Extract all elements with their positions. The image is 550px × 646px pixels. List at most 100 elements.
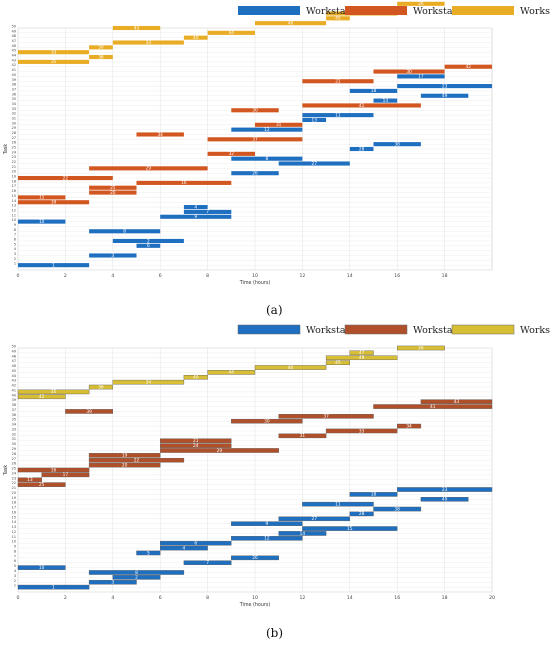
legend-label: Workstation 3 (520, 325, 550, 336)
task-bar (89, 185, 137, 190)
x-tick-label: 14 (347, 595, 353, 601)
y-tick-label: 26 (12, 141, 16, 145)
task-bar (18, 195, 66, 200)
task-bar-label: 6 (194, 541, 197, 547)
legend-label: Workstation 3 (520, 6, 550, 17)
y-tick-label: 39 (12, 398, 16, 402)
task-bar (373, 506, 422, 512)
task-bar (349, 350, 374, 356)
task-bar-label: 49 (442, 93, 448, 99)
task-bar (349, 88, 398, 93)
task-bar-label: 40 (193, 35, 199, 41)
task-bar-label: 1 (52, 262, 55, 268)
y-tick-label: 31 (12, 116, 16, 120)
task-bar (17, 482, 66, 487)
task-bar-label: 16 (181, 180, 187, 186)
x-tick-label: 6 (159, 595, 162, 601)
y-tick-label: 29 (12, 126, 16, 130)
x-tick-label: 8 (206, 595, 209, 601)
task-bar-label: 36 (98, 384, 104, 390)
task-bar (255, 122, 303, 127)
y-tick-label: 19 (12, 175, 16, 179)
task-bar-label: 30 (406, 69, 412, 75)
task-bar (207, 370, 256, 375)
task-bar-label: 18 (371, 492, 377, 498)
task-bar-label: 8 (123, 229, 126, 235)
task-bar (183, 35, 208, 40)
task-bar-label: 41 (430, 404, 436, 410)
y-tick-label: 41 (12, 68, 16, 72)
task-bar-label: 21 (335, 79, 341, 85)
y-tick-label: 42 (12, 63, 16, 67)
task-bar-label: 49 (442, 497, 448, 503)
y-tick-label: 50 (12, 25, 16, 29)
task-bar-label: 33 (359, 428, 365, 434)
task-bar (373, 142, 421, 147)
caption-b: (b) (266, 626, 284, 640)
y-tick-label: 32 (12, 432, 16, 436)
task-bar (302, 526, 398, 531)
task-bar (112, 25, 161, 31)
task-bar-label: 3 (111, 253, 114, 259)
y-tick-label: 38 (12, 403, 16, 407)
x-tick-label: 18 (442, 273, 448, 279)
y-tick-label: 29 (12, 447, 16, 451)
task-bar (112, 238, 184, 244)
task-bar-label: 17 (418, 74, 424, 80)
task-bar-label: 15 (347, 526, 353, 532)
task-bar-label: 43 (454, 399, 460, 405)
task-bar (136, 550, 161, 556)
task-bar-label: 6 (147, 243, 150, 249)
task-bar (325, 355, 398, 361)
task-bar (89, 190, 137, 195)
task-bar-label: 34 (146, 40, 152, 46)
task-bar (88, 462, 161, 468)
task-bar (159, 438, 232, 443)
task-bar-label: 31 (276, 122, 282, 128)
y-tick-label: 23 (12, 476, 16, 480)
task-bar-label: 2 (147, 238, 150, 244)
task-bar (397, 74, 445, 79)
y-tick-label: 1 (14, 584, 16, 588)
task-bar-label: 21 (193, 438, 199, 444)
y-tick-label: 48 (12, 354, 16, 358)
legend-swatch (238, 6, 300, 15)
task-bar (302, 117, 327, 123)
task-bar-label: 36 (98, 54, 104, 60)
task-bar-label: 14 (300, 531, 306, 537)
task-bar-label: 11 (335, 501, 341, 507)
y-axis-label: Task (3, 144, 9, 156)
y-tick-label: 8 (14, 549, 16, 553)
task-bar-label: 48 (359, 355, 365, 361)
x-tick-label: 2 (64, 273, 67, 279)
task-bar-label: 18 (371, 88, 377, 94)
task-bar (18, 200, 90, 205)
task-bar-label: 9 (194, 214, 197, 220)
task-bar (89, 229, 161, 234)
task-bar (302, 103, 421, 108)
task-bar (231, 521, 303, 526)
task-bar-label: 12 (264, 127, 270, 133)
task-bar (420, 399, 493, 404)
y-tick-label: 42 (12, 384, 16, 388)
task-bar-label: 1 (52, 584, 55, 590)
task-bar-label: 28 (359, 146, 365, 152)
y-tick-label: 32 (12, 112, 16, 116)
task-bar-label: 7 (206, 209, 209, 215)
task-bar (325, 360, 351, 365)
y-tick-label: 37 (12, 87, 16, 91)
y-tick-label: 27 (12, 136, 16, 140)
y-tick-label: 5 (14, 242, 16, 246)
y-tick-label: 33 (12, 427, 16, 431)
task-bar (278, 516, 351, 522)
y-tick-label: 24 (12, 471, 16, 475)
y-tick-label: 14 (12, 199, 16, 203)
task-bar (444, 64, 492, 69)
y-tick-label: 36 (12, 92, 16, 96)
legend-swatch (344, 324, 408, 335)
task-bar (207, 151, 255, 156)
y-tick-label: 44 (12, 54, 16, 58)
y-tick-label: 7 (14, 233, 16, 237)
task-bar (231, 127, 303, 132)
legend-swatch (237, 324, 301, 335)
